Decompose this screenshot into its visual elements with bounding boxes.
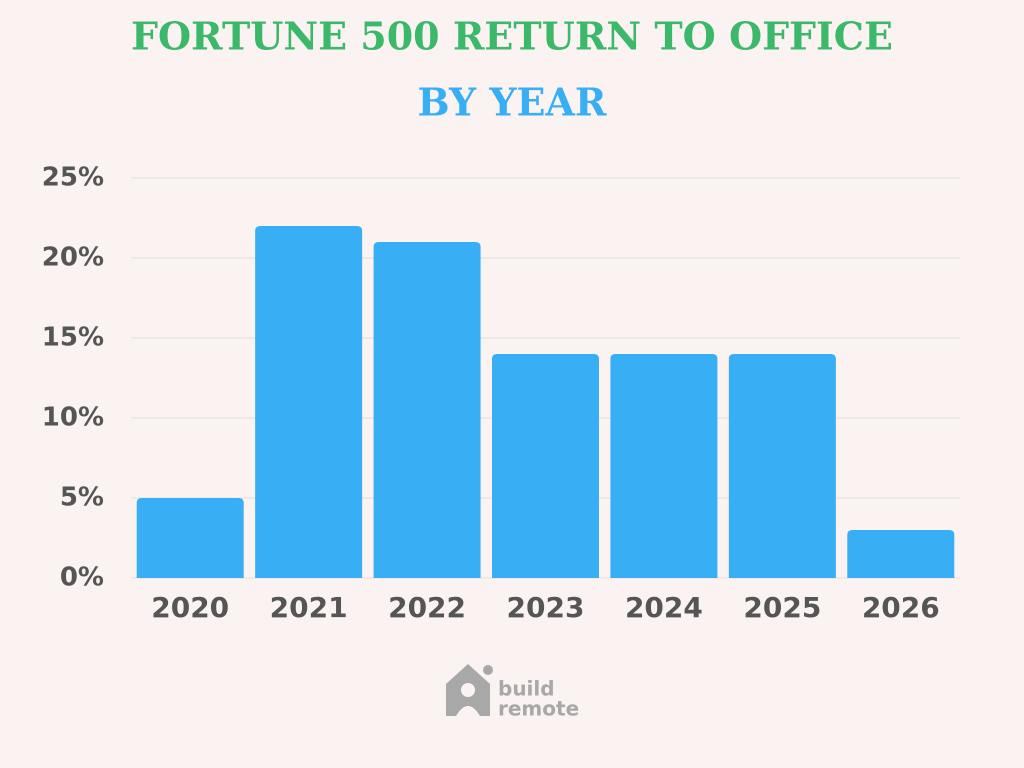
logo-text: build: [498, 677, 555, 701]
bar: [492, 354, 599, 578]
y-tick-label: 0%: [60, 563, 104, 593]
bar: [728, 354, 836, 578]
bar: [255, 226, 363, 578]
x-tick-label: 2025: [743, 591, 821, 624]
y-tick-label: 15%: [42, 323, 104, 353]
bar: [136, 498, 244, 578]
x-tick-label: 2023: [507, 591, 585, 624]
x-tick-label: 2024: [625, 591, 703, 624]
x-tick-label: 2026: [862, 591, 940, 624]
x-tick-label: 2021: [270, 591, 348, 624]
logo-icon-head: [461, 683, 475, 697]
y-tick-label: 20%: [42, 243, 104, 273]
y-tick-label: 5%: [60, 483, 104, 513]
chart-title: FORTUNE 500 RETURN TO OFFICE: [131, 14, 893, 59]
x-tick-label: 2020: [151, 591, 229, 624]
x-tick-label: 2022: [388, 591, 466, 624]
bar: [847, 530, 955, 578]
y-tick-label: 10%: [42, 403, 104, 433]
chart-subtitle: BY YEAR: [418, 80, 607, 125]
logo: build remote: [446, 664, 579, 721]
logo-text: remote: [498, 697, 579, 721]
logo-icon-body: [456, 706, 480, 716]
bar: [610, 354, 718, 578]
logo-icon-dot: [483, 665, 493, 675]
y-tick-label: 25%: [42, 163, 104, 193]
bar: [373, 242, 481, 578]
